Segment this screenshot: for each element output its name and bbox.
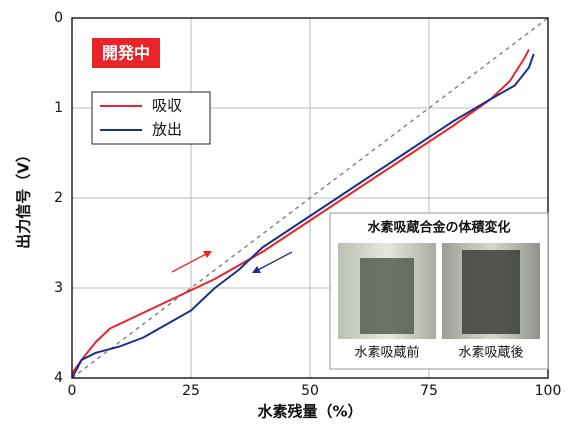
y-tick-label: 3 bbox=[54, 280, 63, 296]
legend-label: 放出 bbox=[152, 121, 182, 139]
x-tick-label: 0 bbox=[68, 383, 77, 399]
legend-box bbox=[92, 92, 210, 144]
chart: 開発中 吸収放出 水素吸蔵合金の体積変化 水素吸蔵前 水素吸蔵後 水素残量（%）… bbox=[0, 0, 587, 426]
y-tick-label: 1 bbox=[54, 100, 63, 116]
x-tick-label: 25 bbox=[182, 383, 200, 399]
inset-after-label: 水素吸蔵後 bbox=[458, 346, 523, 361]
photo-after-alloy bbox=[462, 250, 520, 334]
x-tick-label: 50 bbox=[301, 383, 319, 399]
absorb-arrow bbox=[172, 253, 208, 272]
y-tick-label: 2 bbox=[54, 190, 63, 206]
inset-title: 水素吸蔵合金の体積変化 bbox=[367, 220, 510, 236]
legend-label: 吸収 bbox=[152, 97, 182, 115]
inset-before-label: 水素吸蔵前 bbox=[354, 345, 419, 361]
x-axis-label: 水素残量（%） bbox=[257, 403, 362, 421]
y-tick-label: 0 bbox=[54, 10, 63, 26]
y-axis-label: 出力信号（V） bbox=[15, 147, 33, 249]
release-arrow bbox=[256, 252, 292, 271]
photo-before-alloy bbox=[360, 258, 414, 334]
x-tick-label: 100 bbox=[535, 383, 562, 399]
x-tick-label: 75 bbox=[420, 383, 438, 399]
y-tick-label: 4 bbox=[54, 370, 63, 386]
badge: 開発中 bbox=[102, 44, 150, 63]
